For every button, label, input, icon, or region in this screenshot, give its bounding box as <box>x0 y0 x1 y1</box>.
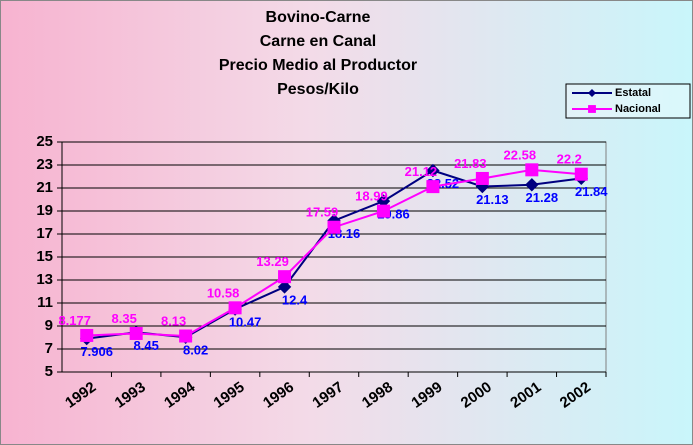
y-tick-label: 23 <box>36 156 53 173</box>
data-label: 7.906 <box>80 344 113 359</box>
data-point <box>80 328 94 342</box>
data-point <box>277 280 292 294</box>
data-point <box>525 163 539 177</box>
y-tick-label: 19 <box>36 202 53 219</box>
data-label: 8.177 <box>58 313 91 328</box>
legend: Estatal Nacional <box>565 83 691 119</box>
data-point <box>376 204 390 218</box>
data-label: 21.83 <box>454 156 487 171</box>
data-label: 18.99 <box>355 189 388 204</box>
data-point <box>525 178 539 192</box>
chart-title: Bovino-Carne <box>266 9 371 26</box>
data-label: 13.29 <box>256 254 289 269</box>
data-point <box>278 270 292 284</box>
chart-title: Carne en Canal <box>260 33 376 50</box>
y-tick-label: 11 <box>37 294 53 311</box>
data-label: 21.13 <box>476 192 509 207</box>
y-tick-label: 5 <box>45 363 53 380</box>
data-point <box>574 167 588 181</box>
data-point <box>327 220 341 234</box>
data-label: 10.58 <box>207 285 240 300</box>
legend-label: Estatal <box>615 87 651 99</box>
data-label: 21.12 <box>405 164 438 179</box>
y-tick-label: 17 <box>36 225 53 242</box>
data-label: 8.45 <box>134 338 159 353</box>
data-point <box>179 329 193 343</box>
data-label: 10.47 <box>229 315 262 330</box>
y-tick-label: 25 <box>36 133 53 150</box>
legend-label: Nacional <box>615 103 661 115</box>
data-label: 21.84 <box>575 184 608 199</box>
y-tick-label: 21 <box>36 179 53 196</box>
data-label: 22.2 <box>557 152 582 167</box>
data-label: 21.28 <box>526 190 559 205</box>
data-label: 17.59 <box>306 205 339 220</box>
chart-title: Pesos/Kilo <box>277 81 359 98</box>
data-label: 8.13 <box>161 313 186 328</box>
y-tick-label: 7 <box>45 340 53 357</box>
legend-box <box>565 83 691 119</box>
y-tick-label: 13 <box>36 271 53 288</box>
chart-title: Precio Medio al Productor <box>219 57 417 74</box>
data-point <box>228 301 242 315</box>
data-label: 22.58 <box>504 147 537 162</box>
data-point <box>475 171 489 185</box>
legend-marker <box>588 105 596 113</box>
y-tick-label: 15 <box>36 248 53 265</box>
data-point <box>426 180 440 194</box>
data-point <box>129 326 143 340</box>
data-point <box>426 163 440 178</box>
y-tick-label: 9 <box>45 317 53 334</box>
data-label: 12.4 <box>282 292 308 307</box>
data-label: 8.02 <box>183 343 208 358</box>
legend-marker <box>587 88 597 98</box>
data-label: 8.35 <box>112 311 137 326</box>
